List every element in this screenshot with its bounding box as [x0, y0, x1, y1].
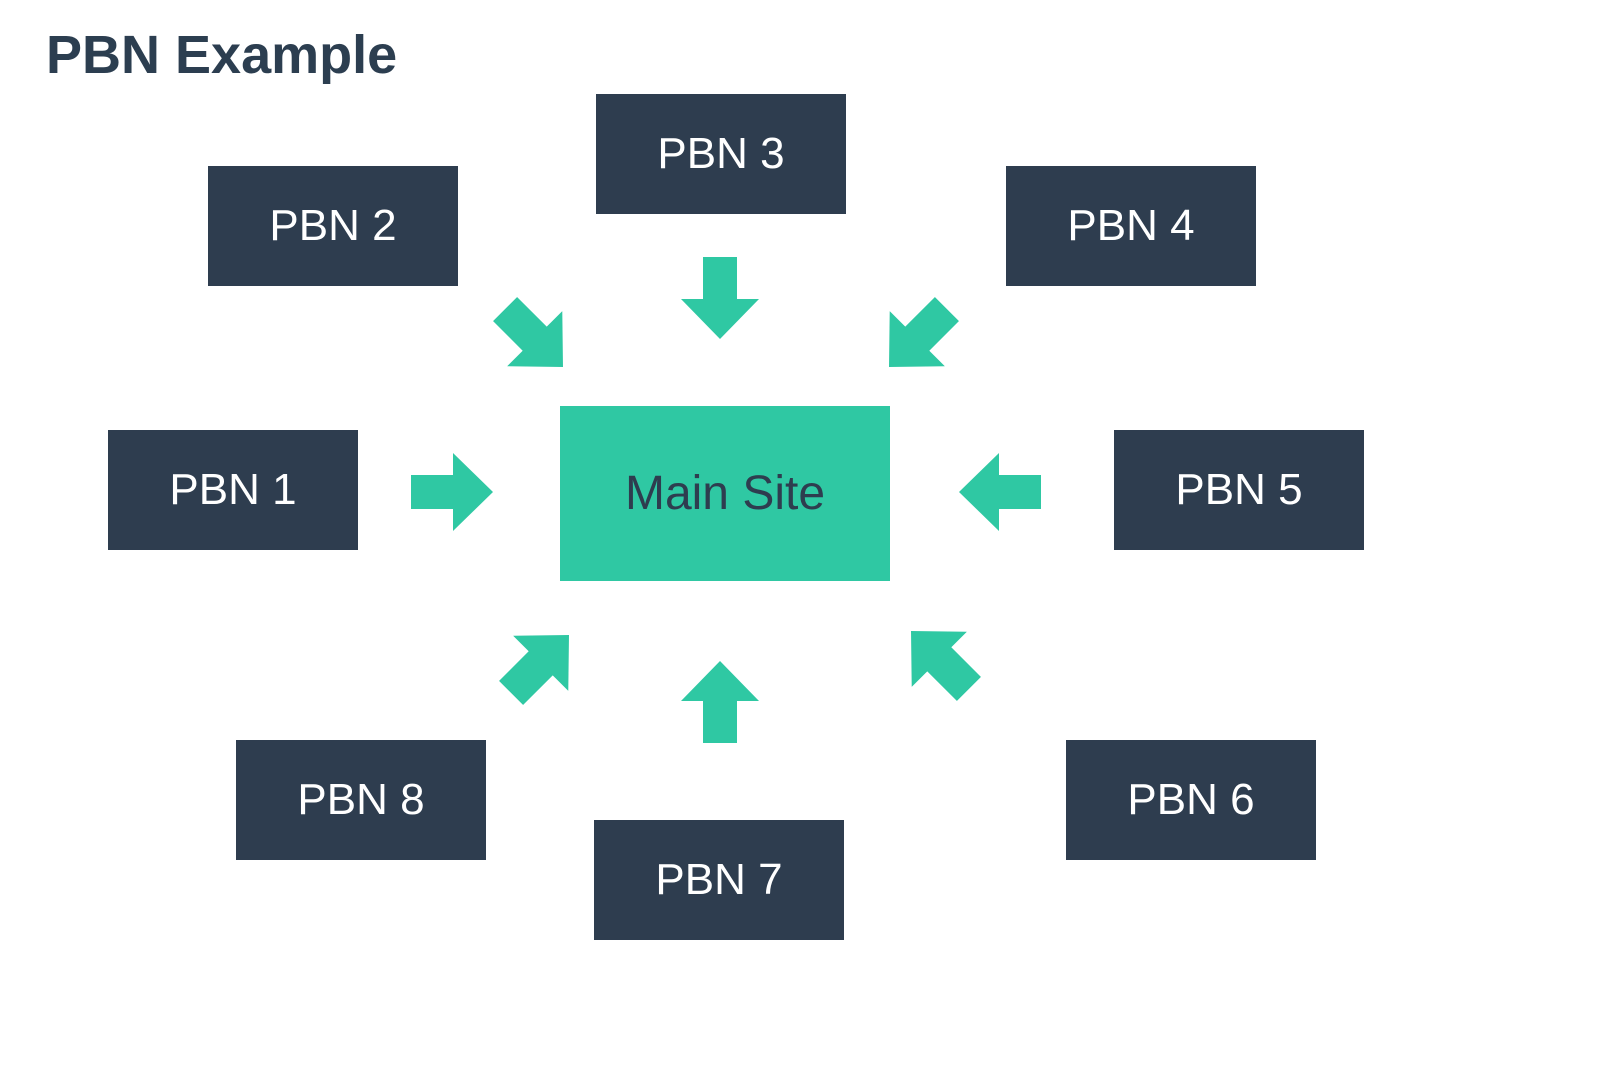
arrow-icon — [681, 661, 759, 743]
node-pbn-3: PBN 3 — [596, 94, 846, 214]
center-node-label: Main Site — [625, 466, 825, 521]
node-label: PBN 6 — [1127, 775, 1254, 825]
node-label: PBN 5 — [1175, 465, 1302, 515]
node-pbn-5: PBN 5 — [1114, 430, 1364, 550]
node-label: PBN 8 — [297, 775, 424, 825]
arrow-from-pbn-2 — [477, 281, 590, 394]
arrow-icon — [883, 603, 996, 716]
arrow-from-pbn-5 — [959, 453, 1041, 531]
node-pbn-7: PBN 7 — [594, 820, 844, 940]
center-node-main-site: Main Site — [560, 406, 890, 581]
arrow-icon — [477, 281, 590, 394]
arrow-from-pbn-8 — [483, 607, 596, 720]
arrow-from-pbn-7 — [681, 661, 759, 743]
node-pbn-1: PBN 1 — [108, 430, 358, 550]
arrow-from-pbn-3 — [681, 257, 759, 339]
arrow-icon — [483, 607, 596, 720]
arrow-icon — [681, 257, 759, 339]
node-label: PBN 7 — [655, 855, 782, 905]
arrow-icon — [411, 453, 493, 531]
arrow-from-pbn-6 — [883, 603, 996, 716]
diagram-title: PBN Example — [46, 24, 397, 86]
node-pbn-6: PBN 6 — [1066, 740, 1316, 860]
arrow-from-pbn-1 — [411, 453, 493, 531]
arrow-from-pbn-4 — [861, 281, 974, 394]
node-label: PBN 4 — [1067, 201, 1194, 251]
node-label: PBN 3 — [657, 129, 784, 179]
arrow-icon — [861, 281, 974, 394]
node-pbn-2: PBN 2 — [208, 166, 458, 286]
node-label: PBN 1 — [169, 465, 296, 515]
node-pbn-4: PBN 4 — [1006, 166, 1256, 286]
arrow-icon — [959, 453, 1041, 531]
node-pbn-8: PBN 8 — [236, 740, 486, 860]
node-label: PBN 2 — [269, 201, 396, 251]
